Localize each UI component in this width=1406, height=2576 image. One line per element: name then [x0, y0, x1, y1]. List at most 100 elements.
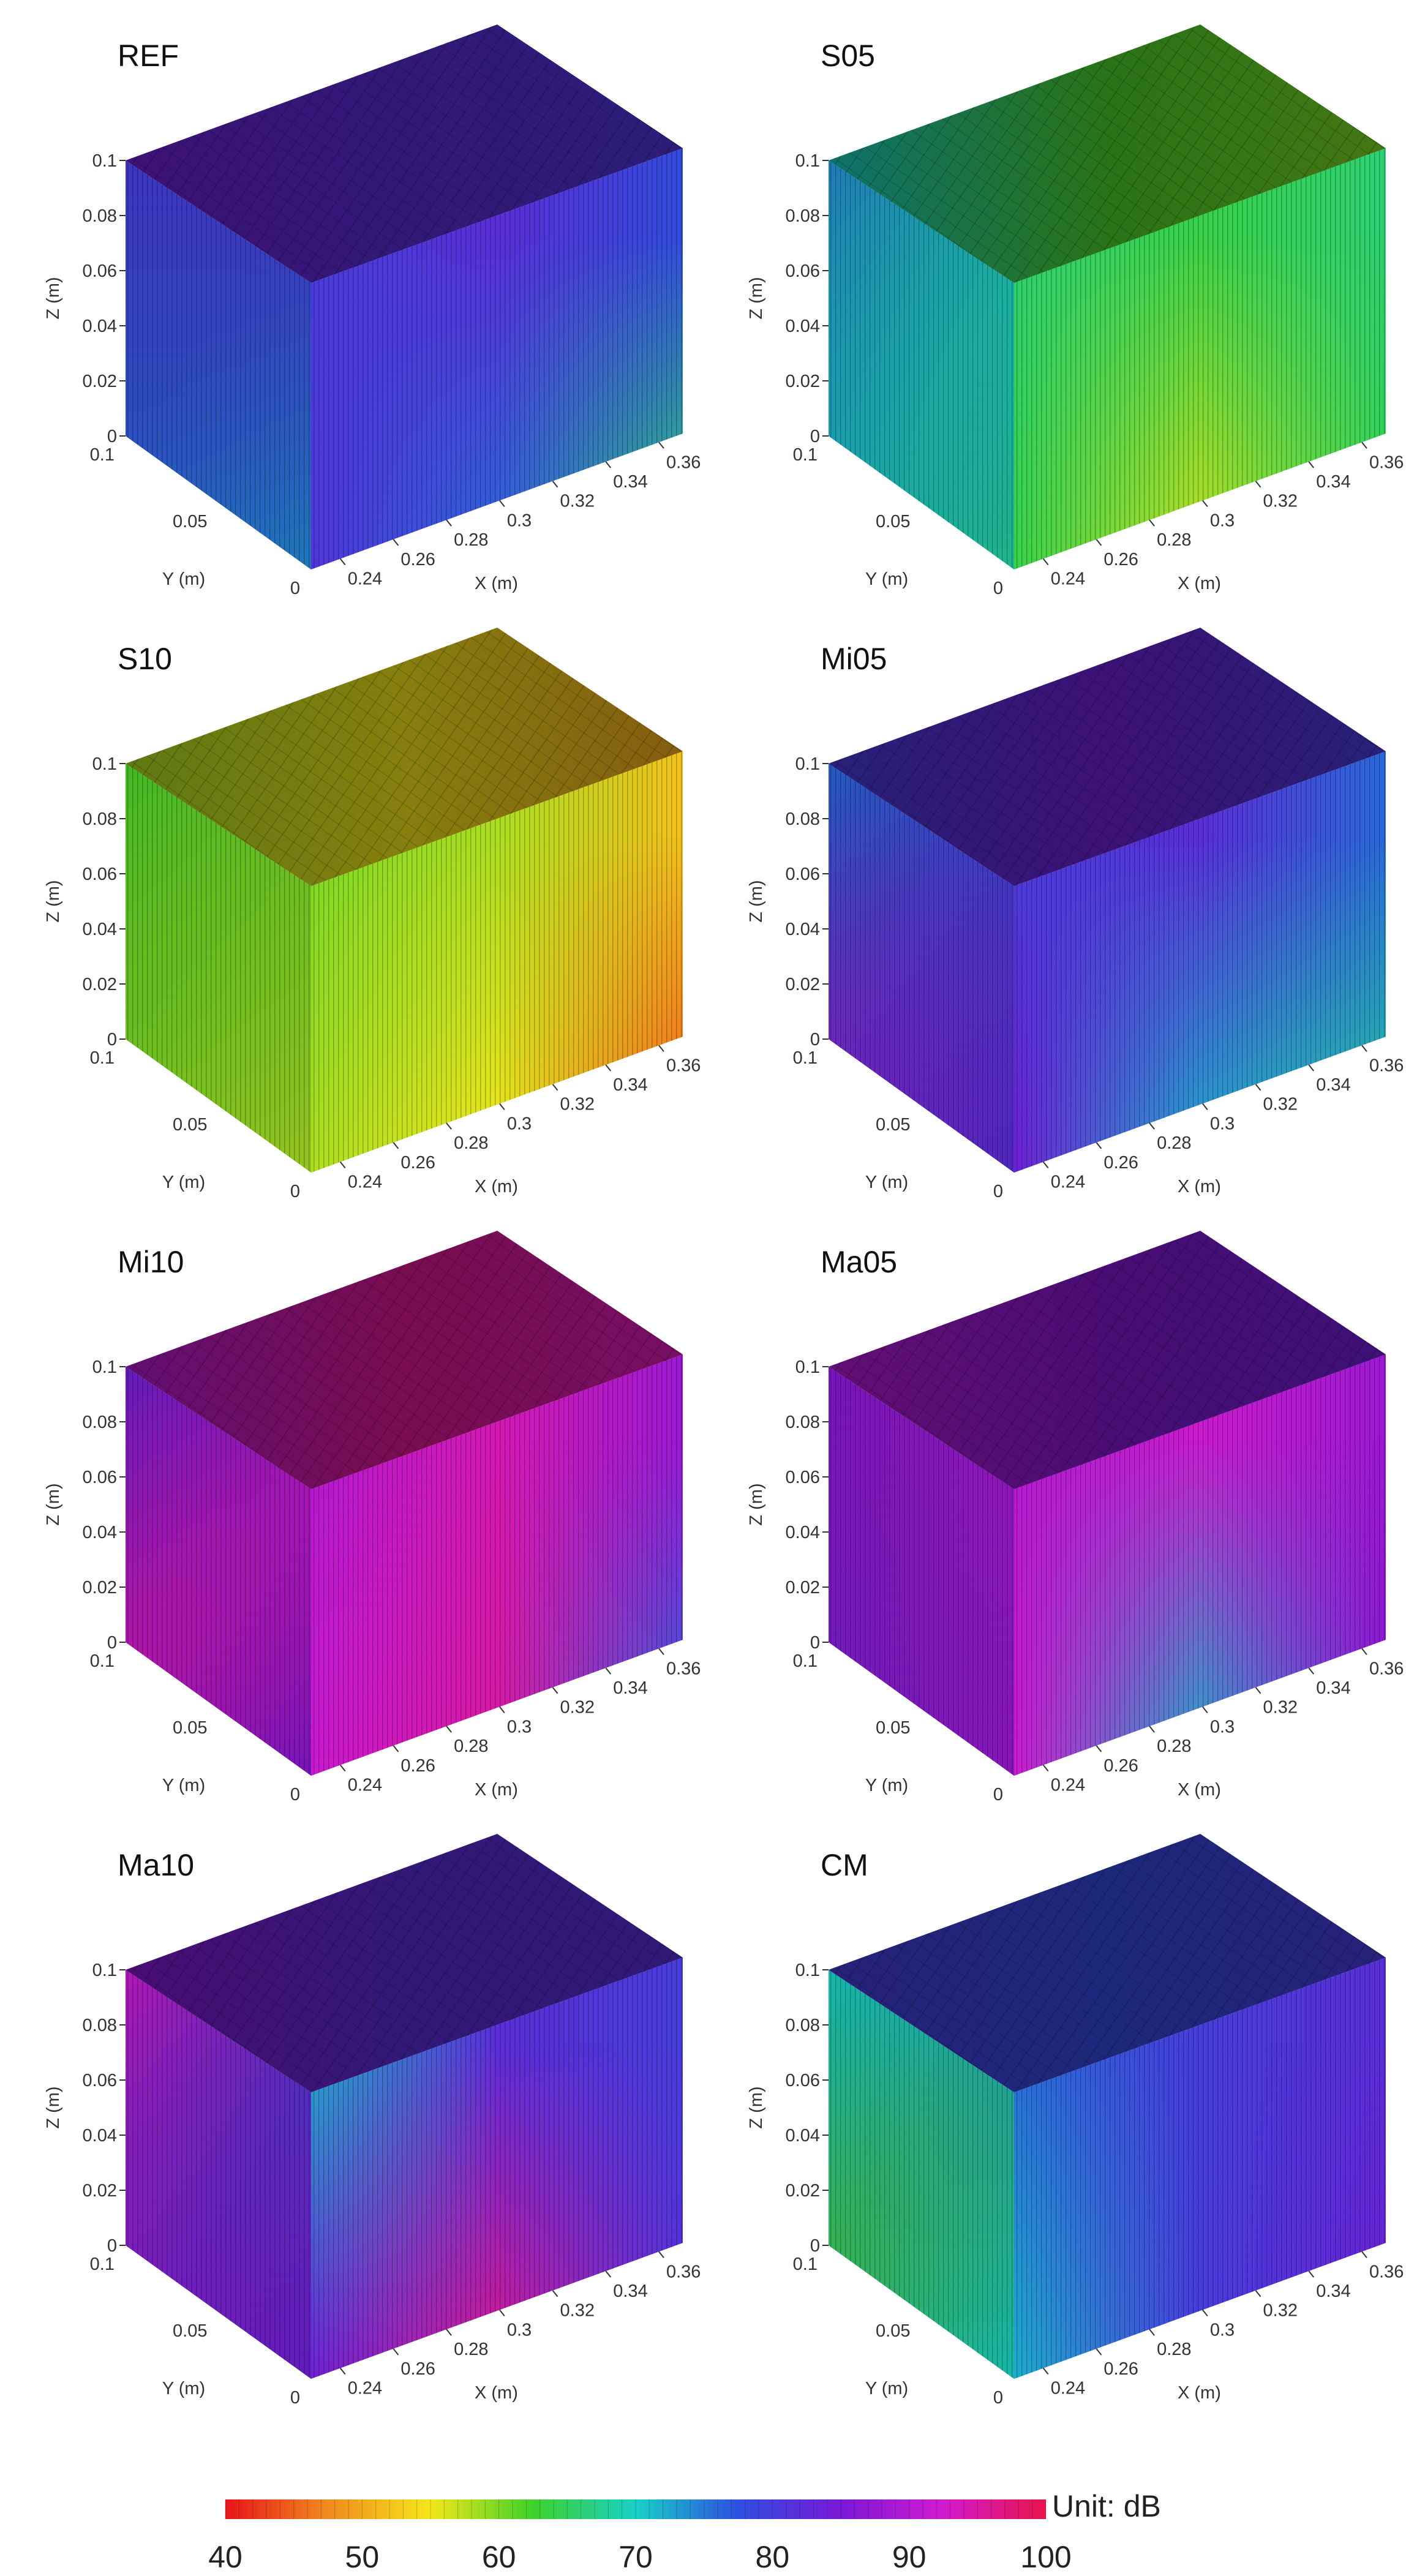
z-tick-label: 0.08: [83, 1413, 117, 1432]
x-tick: [1149, 1725, 1155, 1733]
x-tick: [1202, 1103, 1208, 1111]
top-face-mesh: [829, 1834, 1386, 2092]
x-tick-label: 0.24: [1051, 1173, 1085, 1192]
x-tick: [1202, 1706, 1208, 1714]
x-tick: [1042, 1764, 1049, 1772]
x-tick-label: 0.34: [1316, 1678, 1350, 1698]
x-tick: [658, 2251, 664, 2258]
y-axis-label: Y (m): [865, 1776, 908, 1795]
x-tick-label: 0.36: [666, 452, 701, 472]
z-axis-label: Z (m): [43, 277, 63, 319]
x-tick: [1149, 1122, 1155, 1130]
x-tick: [1361, 1648, 1367, 1655]
x-tick: [446, 519, 452, 527]
z-tick-label: 0.1: [92, 754, 117, 774]
x-tick: [552, 1084, 558, 1091]
x-axis-label: X (m): [1178, 2383, 1221, 2403]
x-tick: [1202, 2309, 1208, 2317]
x-tick-label: 0.24: [348, 1776, 382, 1795]
x-tick-label: 0.34: [613, 472, 647, 492]
y-tick-label: 0.05: [173, 1718, 207, 1738]
y-tick-label: 0.1: [793, 1048, 818, 1068]
panel-s10: S10 0 0.02 0.04 0.06 0.08 0.1 Z (m) 0 0.05 0.1 Y (m…: [43, 628, 701, 1201]
y-tick-label: 0.1: [793, 445, 818, 465]
x-tick-label: 0.26: [400, 550, 435, 569]
y-tick-label: 0.1: [793, 2255, 818, 2274]
z-tick-label: 0.1: [92, 1961, 117, 1980]
side-face-mesh: [126, 764, 311, 1173]
x-tick: [552, 1687, 558, 1694]
x-tick-label: 0.3: [507, 1114, 532, 1133]
z-axis-label: Z (m): [746, 1483, 766, 1525]
z-tick-label: 0.02: [83, 2181, 117, 2201]
x-tick: [1361, 2251, 1367, 2258]
z-tick-label: 0.1: [795, 1961, 820, 1980]
z-tick-label: 0.02: [786, 975, 820, 994]
z-tick-label: 0.06: [83, 2071, 117, 2090]
x-tick-label: 0.28: [454, 2340, 488, 2359]
z-tick-label: 0.04: [83, 317, 117, 336]
y-tick-label: 0.05: [876, 512, 910, 531]
x-tick: [393, 539, 399, 546]
y-tick-label: 0.05: [876, 1115, 910, 1135]
z-tick-label: 0.06: [786, 261, 820, 281]
x-tick: [339, 558, 346, 566]
x-tick-label: 0.24: [1051, 569, 1085, 589]
z-axis-label: Z (m): [43, 880, 63, 922]
y-tick-label: 0: [993, 2388, 1003, 2408]
front-face-mesh: [1014, 1958, 1386, 2379]
colorbar-tick-label: 80: [756, 2540, 790, 2574]
x-tick: [1096, 539, 1102, 546]
x-tick: [658, 1045, 664, 1052]
z-tick-label: 0.04: [83, 1523, 117, 1542]
z-tick-label: 0: [810, 1030, 820, 1050]
x-tick-label: 0.36: [666, 2262, 701, 2281]
top-face-mesh: [126, 1231, 683, 1489]
z-tick-label: 0.02: [786, 372, 820, 391]
x-tick: [552, 2290, 558, 2297]
front-face-mesh: [311, 1958, 683, 2379]
colorbar-tick-label: 40: [208, 2540, 242, 2574]
z-tick-label: 0: [810, 1633, 820, 1653]
panel-title: Ma05: [821, 1245, 897, 1279]
z-tick-label: 0: [810, 427, 820, 446]
z-tick-label: 0.04: [786, 920, 820, 939]
x-tick-label: 0.34: [613, 1678, 647, 1698]
x-tick-label: 0.28: [454, 530, 488, 550]
x-tick-label: 0.26: [1103, 1756, 1138, 1776]
front-face-mesh: [1014, 751, 1386, 1173]
x-tick: [552, 481, 558, 488]
side-face-mesh: [829, 160, 1014, 569]
z-axis-label: Z (m): [746, 880, 766, 922]
z-tick-label: 0.04: [786, 1523, 820, 1542]
z-tick-label: 0.08: [83, 2016, 117, 2035]
y-axis-label: Y (m): [162, 2379, 205, 2398]
x-tick: [658, 1648, 664, 1655]
z-tick-label: 0.08: [786, 2016, 820, 2035]
x-tick-label: 0.24: [1051, 2379, 1085, 2398]
z-axis-label: Z (m): [746, 277, 766, 319]
x-tick: [1202, 500, 1208, 508]
x-tick-label: 0.3: [1210, 1717, 1235, 1737]
y-tick-label: 0: [993, 1785, 1003, 1804]
side-face-mesh: [126, 1970, 311, 2379]
y-tick-label: 0.05: [876, 2321, 910, 2341]
x-axis-label: X (m): [1178, 1177, 1221, 1196]
z-tick-label: 0.06: [786, 865, 820, 884]
x-tick-label: 0.34: [613, 1075, 647, 1095]
y-tick-label: 0.05: [173, 1115, 207, 1135]
x-tick: [446, 1725, 452, 1733]
front-face-mesh: [311, 1354, 683, 1776]
x-tick-label: 0.32: [560, 492, 595, 511]
x-tick: [339, 1764, 346, 1772]
panel-title: S05: [821, 39, 875, 73]
y-axis-label: Y (m): [162, 569, 205, 589]
colorbar-tick-label: 100: [1020, 2540, 1071, 2574]
x-tick-label: 0.32: [1263, 1095, 1298, 1114]
x-axis-label: X (m): [475, 574, 518, 593]
x-tick: [1096, 2348, 1102, 2356]
x-tick: [1255, 481, 1261, 488]
z-axis-label: Z (m): [43, 2086, 63, 2128]
colorbar-tick-label: 70: [618, 2540, 653, 2574]
z-tick-label: 0.08: [786, 1413, 820, 1432]
